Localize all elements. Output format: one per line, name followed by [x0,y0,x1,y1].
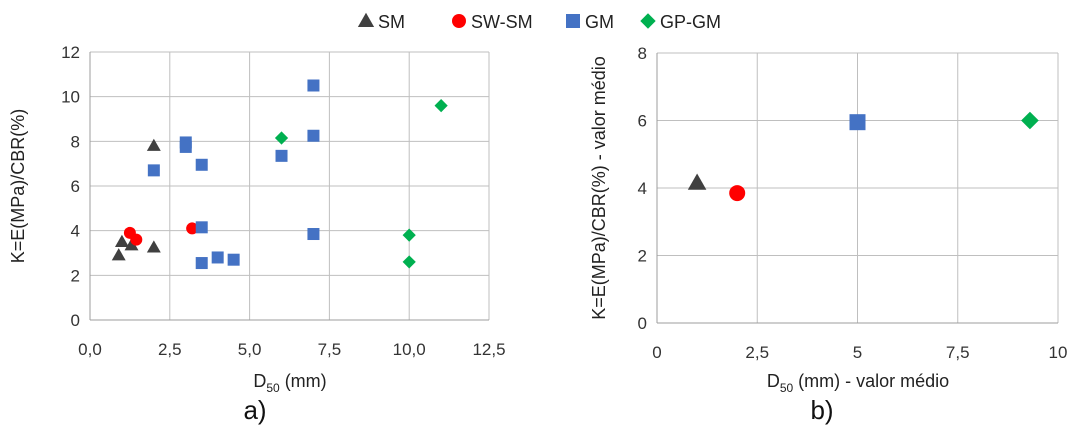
legend-marker-gm [566,14,580,28]
data-point-sm [114,234,129,247]
legend-marker-sw-sm [452,14,466,28]
legend: SM SW-SM GM GP-GM [357,12,721,32]
panel-label: a) [243,395,266,425]
chart-panel-b: 0 2 4 6 8 0 2,5 5 7,5 10 D50 (mm) - valor médio K=E… [589,44,1067,425]
series-sm [111,138,161,261]
data-point-gm [307,228,320,241]
series-sw-sm [729,185,746,202]
legend-label: GM [585,12,614,32]
series-gp-gm [1021,111,1039,130]
x-axis-title: D50 (mm) [253,371,326,395]
data-point-gm [179,140,192,153]
data-point-sw-sm [186,222,199,235]
series-sm [687,173,707,190]
y-tick-label: 6 [638,112,647,131]
legend-item-gm: GM [566,12,614,32]
data-point-sm [146,240,161,253]
y-tick-label: 2 [638,247,647,266]
data-point-sw-sm [130,233,143,246]
data-point-gp-gm [434,99,448,113]
series-sw-sm [123,222,199,246]
x-tick-label: 2,5 [158,340,182,359]
x-tick-label: 10 [1049,343,1068,362]
data-point-gm [307,79,320,92]
data-point-gm [147,164,160,177]
y-tick-label: 6 [71,177,80,196]
gridlines [657,52,1059,323]
legend-item-sm: SM [357,12,405,32]
data-point-gp-gm [402,255,416,269]
legend-item-sw-sm: SW-SM [452,12,533,32]
y-tick-label: 4 [638,179,647,198]
data-point-gm [307,129,320,142]
data-point-sm [124,238,139,251]
y-tick-label: 0 [638,314,647,333]
data-point-sm [146,138,161,151]
x-tick-label: 7,5 [946,343,970,362]
data-point-gp-gm [274,131,289,145]
y-tick-label: 2 [71,266,80,285]
x-tick-label: 12,5 [472,340,505,359]
data-point-gm [211,251,224,264]
y-tick-label: 10 [61,88,80,107]
data-point-gm [195,257,208,270]
x-tick-label: 2,5 [745,343,769,362]
x-axis-title: D50 (mm) - valor médio [767,371,949,395]
x-tick-label: 10,0 [393,340,426,359]
legend-label: SW-SM [471,12,533,32]
y-axis-title: K=E(MPa)/CBR(%) [8,109,28,264]
y-tick-label: 12 [61,43,80,62]
x-tick-label: 0,0 [78,340,102,359]
data-point-gm [195,158,208,171]
data-point-sw-sm [729,185,746,202]
data-point-gm [849,114,866,131]
x-tick-label: 5 [853,343,862,362]
data-point-gp-gm [1021,111,1039,130]
data-point-gm [227,253,240,266]
legend-marker-sm [357,12,375,27]
y-tick-label: 8 [71,132,80,151]
series-gp-gm [274,99,448,269]
panel-label: b) [810,395,833,425]
y-axis-title: K=E(MPa)/CBR(%) - valor médio [589,56,609,320]
legend-item-gp-gm: GP-GM [640,12,721,32]
x-tick-label: 5,0 [238,340,262,359]
data-point-sm [111,248,126,261]
legend-label: GP-GM [660,12,721,32]
series-gm [849,114,866,131]
data-point-gp-gm [402,228,416,242]
chart-panel-a: 0 2 4 6 8 10 12 0,0 2,5 5,0 7,5 10,0 12,5 D50 (mm) K=E… [8,43,506,425]
y-tick-label: 8 [638,44,647,63]
legend-label: SM [378,12,405,32]
data-point-gm [275,149,288,162]
x-tick-label: 0 [652,343,661,362]
legend-marker-gp-gm [640,13,656,29]
gridlines [90,51,490,320]
y-tick-label: 0 [71,311,80,330]
x-tick-label: 7,5 [318,340,342,359]
y-tick-label: 4 [71,222,80,241]
data-point-sm [687,173,707,190]
data-point-gm [195,221,208,234]
series-gm [147,79,320,270]
